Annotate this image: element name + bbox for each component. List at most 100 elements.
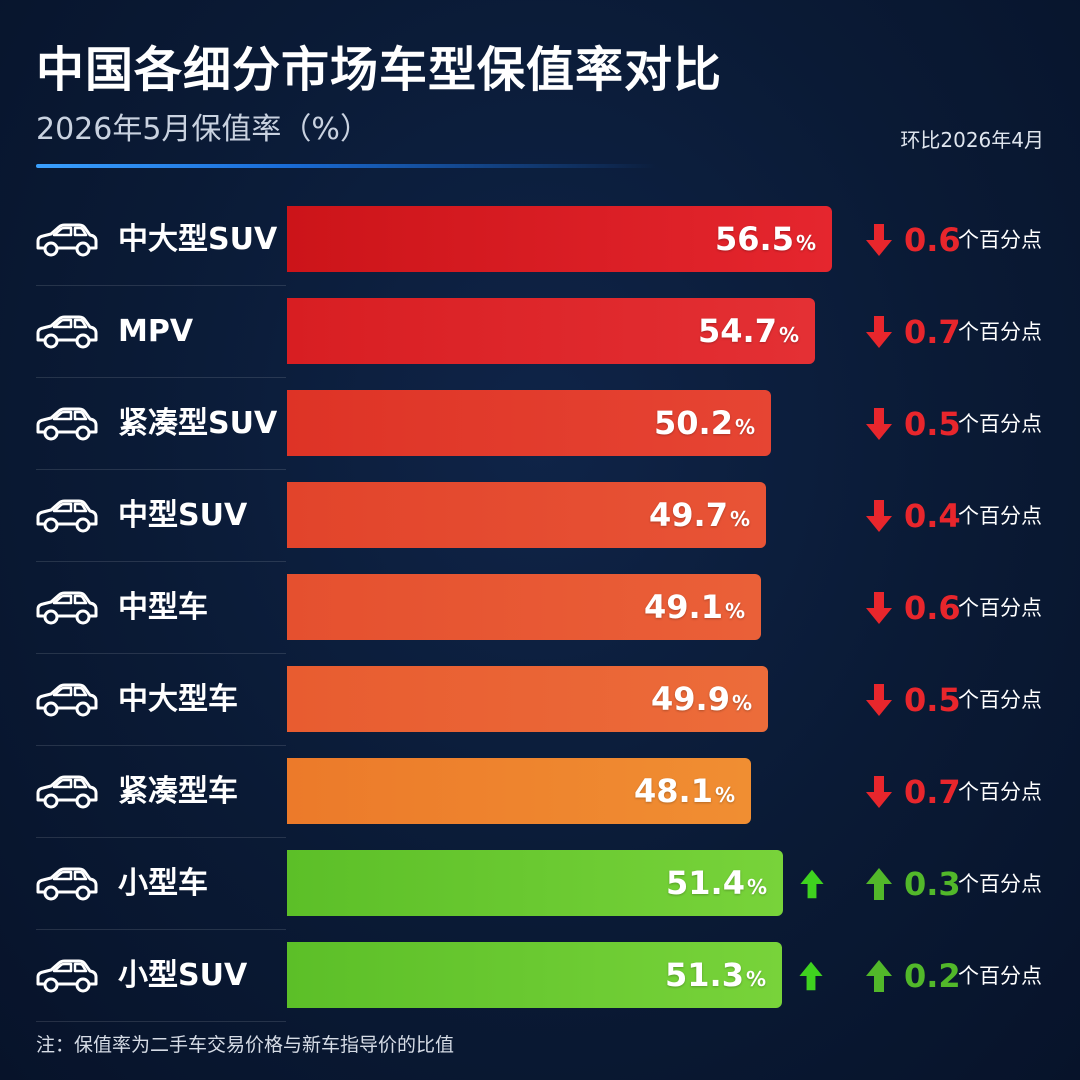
bar-value-label: 49.9% bbox=[651, 666, 752, 732]
bar-value-percent: % bbox=[778, 323, 799, 347]
change-value: 0.3 bbox=[904, 865, 961, 903]
footnote: 注：保值率为二手车交易价格与新车指导价的比值 bbox=[36, 1034, 455, 1056]
car-icon bbox=[36, 407, 98, 441]
bar-value-percent: % bbox=[729, 507, 750, 531]
down-arrow-icon bbox=[866, 776, 892, 808]
bar-value-label: 51.3% bbox=[665, 942, 766, 1008]
bar: 51.3% bbox=[287, 942, 782, 1008]
bar-value-label: 56.5% bbox=[715, 206, 816, 272]
bar: 54.7% bbox=[287, 298, 815, 364]
bar-value-percent: % bbox=[731, 691, 752, 715]
row-divider bbox=[36, 929, 286, 930]
chart-row: 小型车 51.4% 0.3 个百分点 bbox=[0, 838, 1080, 930]
bar-value-number: 51.4 bbox=[666, 864, 745, 902]
category-label: MPV bbox=[118, 314, 194, 349]
car-icon bbox=[36, 683, 98, 717]
bar: 56.5% bbox=[287, 206, 832, 272]
row-divider bbox=[36, 745, 286, 746]
category-label: 紧凑型车 bbox=[118, 774, 238, 809]
up-arrow-icon bbox=[866, 868, 892, 900]
bar-value-number: 48.1 bbox=[634, 772, 713, 810]
change-unit: 个百分点 bbox=[958, 872, 1042, 896]
change-unit: 个百分点 bbox=[958, 596, 1042, 620]
chart-row: 小型SUV 51.3% 0.2 个百分点 bbox=[0, 930, 1080, 1022]
chart-row: 紧凑型车 48.1% 0.7 个百分点 bbox=[0, 746, 1080, 838]
bar-value-number: 49.9 bbox=[651, 680, 730, 718]
bar-up-arrow-icon bbox=[799, 961, 823, 991]
row-divider bbox=[36, 285, 286, 286]
chart-row: MPV 54.7% 0.7 个百分点 bbox=[0, 286, 1080, 378]
bar-value-label: 50.2% bbox=[654, 390, 755, 456]
chart-row: 中型车 49.1% 0.6 个百分点 bbox=[0, 562, 1080, 654]
bar-value-number: 49.7 bbox=[649, 496, 728, 534]
bar-value-label: 54.7% bbox=[698, 298, 799, 364]
change-unit: 个百分点 bbox=[958, 412, 1042, 436]
chart-row: 紧凑型SUV 50.2% 0.5 个百分点 bbox=[0, 378, 1080, 470]
change-unit: 个百分点 bbox=[958, 780, 1042, 804]
row-divider bbox=[36, 653, 286, 654]
category-label: 小型车 bbox=[118, 866, 208, 901]
change-value: 0.2 bbox=[904, 957, 961, 995]
bar-value-percent: % bbox=[714, 783, 735, 807]
bar: 49.1% bbox=[287, 574, 761, 640]
category-label: 中型车 bbox=[118, 590, 208, 625]
chart-row: 中大型车 49.9% 0.5 个百分点 bbox=[0, 654, 1080, 746]
bar: 49.7% bbox=[287, 482, 766, 548]
bar-value-percent: % bbox=[724, 599, 745, 623]
row-divider bbox=[36, 469, 286, 470]
car-icon bbox=[36, 959, 98, 993]
down-arrow-icon bbox=[866, 684, 892, 716]
car-icon bbox=[36, 775, 98, 809]
bar-value-label: 48.1% bbox=[634, 758, 735, 824]
bar-value-number: 51.3 bbox=[665, 956, 744, 994]
bar-value-number: 49.1 bbox=[644, 588, 723, 626]
bar-value-number: 56.5 bbox=[715, 220, 794, 258]
bar: 50.2% bbox=[287, 390, 771, 456]
change-value: 0.4 bbox=[904, 497, 961, 535]
bar: 49.9% bbox=[287, 666, 768, 732]
change-value: 0.5 bbox=[904, 681, 961, 719]
category-label: 中型SUV bbox=[118, 498, 248, 533]
bar-up-arrow-icon bbox=[800, 869, 824, 899]
change-unit: 个百分点 bbox=[958, 228, 1042, 252]
change-value: 0.7 bbox=[904, 313, 961, 351]
bar-value-label: 49.7% bbox=[649, 482, 750, 548]
car-icon bbox=[36, 867, 98, 901]
row-divider bbox=[36, 377, 286, 378]
category-label: 小型SUV bbox=[118, 958, 248, 993]
category-label: 中大型车 bbox=[118, 682, 238, 717]
bar-value-percent: % bbox=[746, 875, 767, 899]
bar-value-percent: % bbox=[734, 415, 755, 439]
change-unit: 个百分点 bbox=[958, 964, 1042, 988]
bar: 51.4% bbox=[287, 850, 783, 916]
down-arrow-icon bbox=[866, 500, 892, 532]
compare-note: 环比2026年4月 bbox=[900, 128, 1044, 152]
up-arrow-icon bbox=[866, 960, 892, 992]
change-value: 0.7 bbox=[904, 773, 961, 811]
down-arrow-icon bbox=[866, 224, 892, 256]
row-divider bbox=[36, 837, 286, 838]
bar-value-number: 54.7 bbox=[698, 312, 777, 350]
down-arrow-icon bbox=[866, 316, 892, 348]
change-value: 0.6 bbox=[904, 589, 961, 627]
bar-value-label: 49.1% bbox=[644, 574, 745, 640]
category-label: 紧凑型SUV bbox=[118, 406, 278, 441]
down-arrow-icon bbox=[866, 408, 892, 440]
change-unit: 个百分点 bbox=[958, 688, 1042, 712]
bar-value-number: 50.2 bbox=[654, 404, 733, 442]
bar: 48.1% bbox=[287, 758, 751, 824]
category-label: 中大型SUV bbox=[118, 222, 278, 257]
bar-value-percent: % bbox=[795, 231, 816, 255]
page-subtitle: 2026年5月保值率（%） bbox=[36, 112, 370, 147]
change-unit: 个百分点 bbox=[958, 320, 1042, 344]
change-value: 0.6 bbox=[904, 221, 961, 259]
chart-row: 中大型SUV 56.5% 0.6 个百分点 bbox=[0, 194, 1080, 286]
row-divider bbox=[36, 1021, 286, 1022]
change-value: 0.5 bbox=[904, 405, 961, 443]
bar-value-label: 51.4% bbox=[666, 850, 767, 916]
down-arrow-icon bbox=[866, 592, 892, 624]
row-divider bbox=[36, 561, 286, 562]
car-icon bbox=[36, 315, 98, 349]
car-icon bbox=[36, 591, 98, 625]
accent-line bbox=[36, 164, 656, 168]
